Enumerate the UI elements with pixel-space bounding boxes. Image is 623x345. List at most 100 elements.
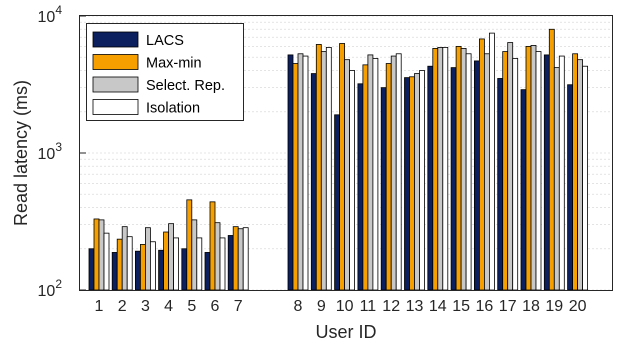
bar-select-rep--user-3 — [144, 227, 151, 291]
x-tick-label: 2 — [118, 298, 127, 315]
bar-isolation-user-20 — [582, 65, 588, 291]
bar-isolation-user-14 — [442, 46, 449, 291]
bar-lacs-user-10 — [334, 114, 341, 291]
legend: LACS Max-min Select. Rep. Isolation — [86, 23, 244, 121]
bar-lacs-user-16 — [473, 60, 480, 291]
bar-max-min-user-8 — [292, 63, 299, 291]
bar-isolation-user-11 — [372, 58, 379, 291]
bar-lacs-user-1 — [88, 248, 95, 291]
bar-lacs-user-15 — [450, 67, 457, 291]
bar-select-rep--user-6 — [214, 222, 221, 291]
y-tick-label: 103 — [38, 140, 63, 163]
bar-select-rep--user-10 — [344, 59, 351, 291]
x-tick-label: 12 — [382, 298, 400, 315]
bar-lacs-user-8 — [287, 54, 294, 291]
bar-lacs-user-18 — [520, 89, 527, 291]
x-tick-label: 16 — [476, 298, 494, 315]
bar-isolation-user-6 — [219, 237, 226, 291]
legend-label: LACS — [146, 33, 184, 49]
bar-select-rep--user-13 — [414, 73, 420, 291]
bar-max-min-user-2 — [116, 238, 123, 291]
x-tick-label: 5 — [187, 298, 196, 315]
bar-select-rep--user-19 — [553, 67, 560, 291]
bar-isolation-user-7 — [242, 227, 249, 291]
x-tick-label: 7 — [234, 298, 243, 315]
bar-isolation-user-18 — [535, 51, 542, 291]
bar-select-rep--user-9 — [320, 51, 327, 291]
bar-select-rep--user-8 — [297, 53, 304, 291]
y-tick-label: 104 — [38, 3, 63, 26]
bar-lacs-user-12 — [380, 87, 387, 291]
bar-lacs-user-20 — [567, 84, 573, 291]
bar-isolation-user-2 — [126, 236, 133, 291]
bar-isolation-user-12 — [395, 53, 402, 291]
bar-max-min-user-5 — [186, 199, 193, 291]
bar-max-min-user-4 — [163, 231, 170, 291]
bar-max-min-user-16 — [478, 38, 485, 291]
bar-isolation-user-19 — [558, 55, 565, 291]
legend-label: Select. Rep. — [146, 78, 225, 94]
bar-isolation-user-3 — [149, 241, 156, 291]
x-tick-label: 17 — [499, 298, 517, 315]
bar-lacs-user-4 — [158, 249, 165, 291]
bar-isolation-user-15 — [465, 53, 472, 291]
bar-isolation-user-10 — [349, 70, 356, 291]
x-tick-label: 1 — [95, 298, 104, 315]
bar-max-min-user-6 — [209, 201, 216, 291]
x-tick-label: 3 — [141, 298, 150, 315]
x-tick-label: 4 — [164, 298, 173, 315]
bar-isolation-user-17 — [512, 58, 519, 291]
bar-lacs-user-19 — [543, 54, 550, 291]
bar-lacs-user-7 — [227, 235, 234, 291]
x-tick-label: 8 — [294, 298, 303, 315]
bar-max-min-user-9 — [315, 44, 322, 291]
legend-swatch — [92, 76, 139, 93]
bar-lacs-user-13 — [404, 77, 410, 291]
bar-max-min-user-17 — [502, 51, 509, 291]
bar-isolation-user-9 — [325, 46, 332, 291]
x-tick-label: 15 — [452, 298, 470, 315]
bar-max-min-user-13 — [409, 76, 415, 291]
bar-select-rep--user-16 — [483, 53, 490, 291]
legend-swatch — [92, 54, 139, 70]
bar-lacs-user-2 — [111, 252, 118, 291]
bars — [88, 28, 588, 291]
bar-lacs-user-14 — [427, 65, 434, 291]
x-tick-label: 18 — [522, 298, 540, 315]
bar-lacs-user-11 — [357, 83, 364, 291]
legend-swatch — [92, 99, 139, 115]
bar-max-min-user-10 — [339, 43, 346, 291]
bar-select-rep--user-4 — [168, 223, 175, 291]
bar-max-min-user-14 — [432, 48, 439, 291]
bar-select-rep--user-18 — [530, 45, 537, 291]
x-tick-label: 19 — [545, 298, 563, 315]
bar-isolation-user-13 — [419, 70, 425, 291]
bar-isolation-user-16 — [488, 32, 495, 291]
bar-select-rep--user-2 — [121, 226, 128, 291]
bar-select-rep--user-20 — [577, 59, 583, 291]
bar-lacs-user-9 — [310, 73, 317, 291]
bar-isolation-user-8 — [302, 55, 309, 291]
legend-swatch — [92, 31, 139, 48]
bar-max-min-user-11 — [362, 64, 369, 291]
x-tick-label: 6 — [211, 298, 220, 315]
bar-select-rep--user-1 — [98, 219, 105, 291]
bar-select-rep--user-7 — [237, 228, 244, 291]
bar-isolation-user-4 — [173, 237, 180, 291]
x-tick-label: 9 — [317, 298, 326, 315]
bar-select-rep--user-12 — [390, 55, 397, 291]
bar-select-rep--user-15 — [460, 48, 467, 291]
bar-max-min-user-19 — [548, 28, 555, 291]
bar-isolation-user-1 — [103, 232, 110, 291]
bar-max-min-user-18 — [525, 45, 532, 291]
plot-frame — [79, 15, 613, 291]
bar-max-min-user-12 — [385, 63, 392, 291]
bar-select-rep--user-17 — [507, 42, 514, 291]
bar-select-rep--user-14 — [437, 46, 444, 291]
x-axis-label: User ID — [315, 322, 376, 342]
bar-select-rep--user-5 — [191, 219, 198, 291]
legend-label: Max-min — [146, 56, 202, 72]
bar-max-min-user-7 — [232, 226, 239, 291]
y-axis-label: Read latency (ms) — [11, 80, 31, 226]
